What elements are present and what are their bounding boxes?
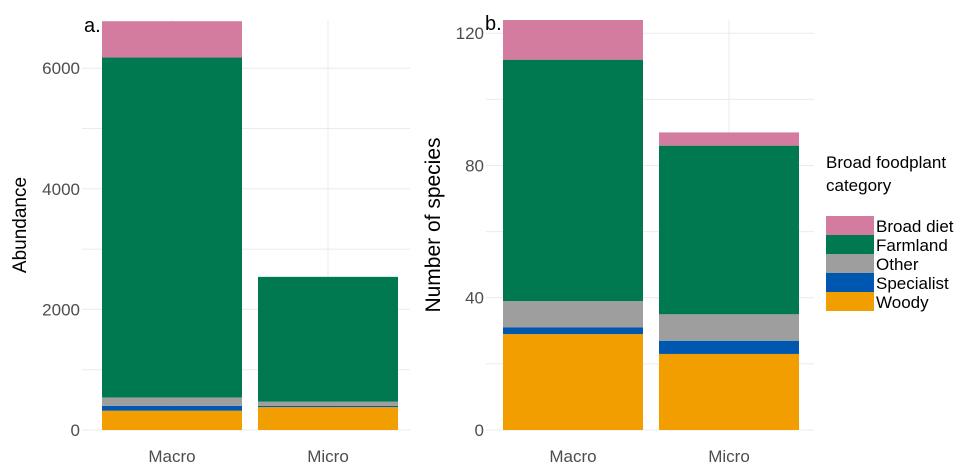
legend-label: Farmland [876,236,948,255]
panel-label: a. [84,15,101,37]
bar-segment-farmland [258,276,398,402]
legend-swatch [826,273,874,292]
bar-segment-farmland [102,57,242,398]
bar-segment-woody [659,353,799,430]
y-tick-label: 0 [475,421,484,440]
bar-segment-specialist [503,327,643,335]
y-axis-title: Number of species [422,137,445,312]
y-tick-label: 2000 [42,300,80,319]
bar-segment-other [659,314,799,341]
legend-swatch [826,235,874,254]
panel-b-species: 0 40 80 120 Macro Micro Number of species b. [422,13,814,466]
legend-title-line1: Broad foodplant [826,153,946,172]
legend-swatch [826,254,874,273]
legend-swatch [826,216,874,235]
bar-segment-farmland [659,145,799,315]
bar-segment-broad-diet [503,20,643,60]
bar-segment-woody [102,410,242,430]
legend-title-line2: category [826,176,892,195]
y-tick-label: 120 [456,24,484,43]
bar-segment-other [503,301,643,328]
legend-label: Other [876,255,919,274]
x-tick-label: Macro [549,447,596,466]
bar-segment-woody [503,334,643,430]
legend-label: Broad diet [876,217,954,236]
legend: Broad foodplant category Broad dietFarml… [826,153,954,312]
panel-a-abundance: 0 2000 4000 6000 Macro Micro Abundance a. [10,15,410,466]
bar-segment-broad-diet [659,132,799,146]
y-tick-label: 0 [71,421,80,440]
legend-label: Specialist [876,274,949,293]
y-axis-title: Abundance [10,177,31,273]
y-tick-label: 40 [465,289,484,308]
bar-segment-specialist [258,405,398,408]
x-tick-label: Macro [148,447,195,466]
y-tick-label: 4000 [42,180,80,199]
bar-segment-specialist [659,340,799,354]
legend-swatch [826,292,874,311]
bar-segment-other [102,397,242,406]
bar-segment-other [258,401,398,406]
x-tick-label: Micro [307,447,349,466]
y-tick-label: 6000 [42,59,80,78]
bar-segment-woody [258,407,398,430]
bar-segment-specialist [102,405,242,411]
legend-label: Woody [876,293,929,312]
bar-segment-farmland [503,59,643,302]
x-tick-label: Micro [708,447,750,466]
y-tick-label: 80 [465,156,484,175]
panel-label: b. [485,13,502,35]
bar-segment-broad-diet [102,21,242,58]
